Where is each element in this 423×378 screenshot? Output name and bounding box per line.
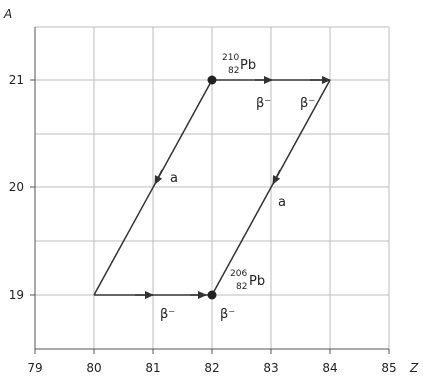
grid xyxy=(35,26,390,349)
isotope-label-pb206: 206 82 Pb xyxy=(230,269,265,292)
x-tick-label: 84 xyxy=(322,361,337,375)
arrowheads xyxy=(135,76,331,299)
arrow-alpha-left xyxy=(154,169,163,185)
x-tick-label: 82 xyxy=(204,361,219,375)
x-tick-label: 79 xyxy=(27,361,42,375)
x-tick-label: 85 xyxy=(381,361,396,375)
mass-number: 206 xyxy=(230,269,247,279)
alpha-label: a xyxy=(170,171,178,186)
beta-label: β⁻ xyxy=(256,96,271,111)
element-symbol: Pb xyxy=(249,274,265,289)
axes xyxy=(30,27,390,354)
alpha-label: a xyxy=(278,195,286,210)
beta-label: β⁻ xyxy=(160,307,175,322)
y-tick-label: 20 xyxy=(9,180,24,194)
y-axis-label: A xyxy=(3,7,12,21)
element-symbol: Pb xyxy=(240,58,256,73)
atomic-number: 82 xyxy=(236,282,247,292)
point-pb210 xyxy=(207,75,217,85)
atomic-number: 82 xyxy=(228,66,239,76)
x-tick-label: 81 xyxy=(145,361,160,375)
point-pb206 xyxy=(207,290,217,300)
arrow-alpha-right xyxy=(272,169,281,185)
alpha-path-right xyxy=(211,79,331,296)
x-tick-label: 83 xyxy=(263,361,278,375)
y-tick-label: 21 xyxy=(9,73,24,87)
beta-label: β⁻ xyxy=(300,96,315,111)
x-tick-label: 80 xyxy=(86,361,101,375)
x-axis-label: Z xyxy=(409,361,419,375)
mass-number: 210 xyxy=(222,53,239,63)
isotope-label-pb210: 210 82 Pb xyxy=(222,53,256,76)
alpha-path-left xyxy=(93,79,213,296)
beta-label: β⁻ xyxy=(220,307,235,322)
y-tick-label: 19 xyxy=(9,288,24,302)
